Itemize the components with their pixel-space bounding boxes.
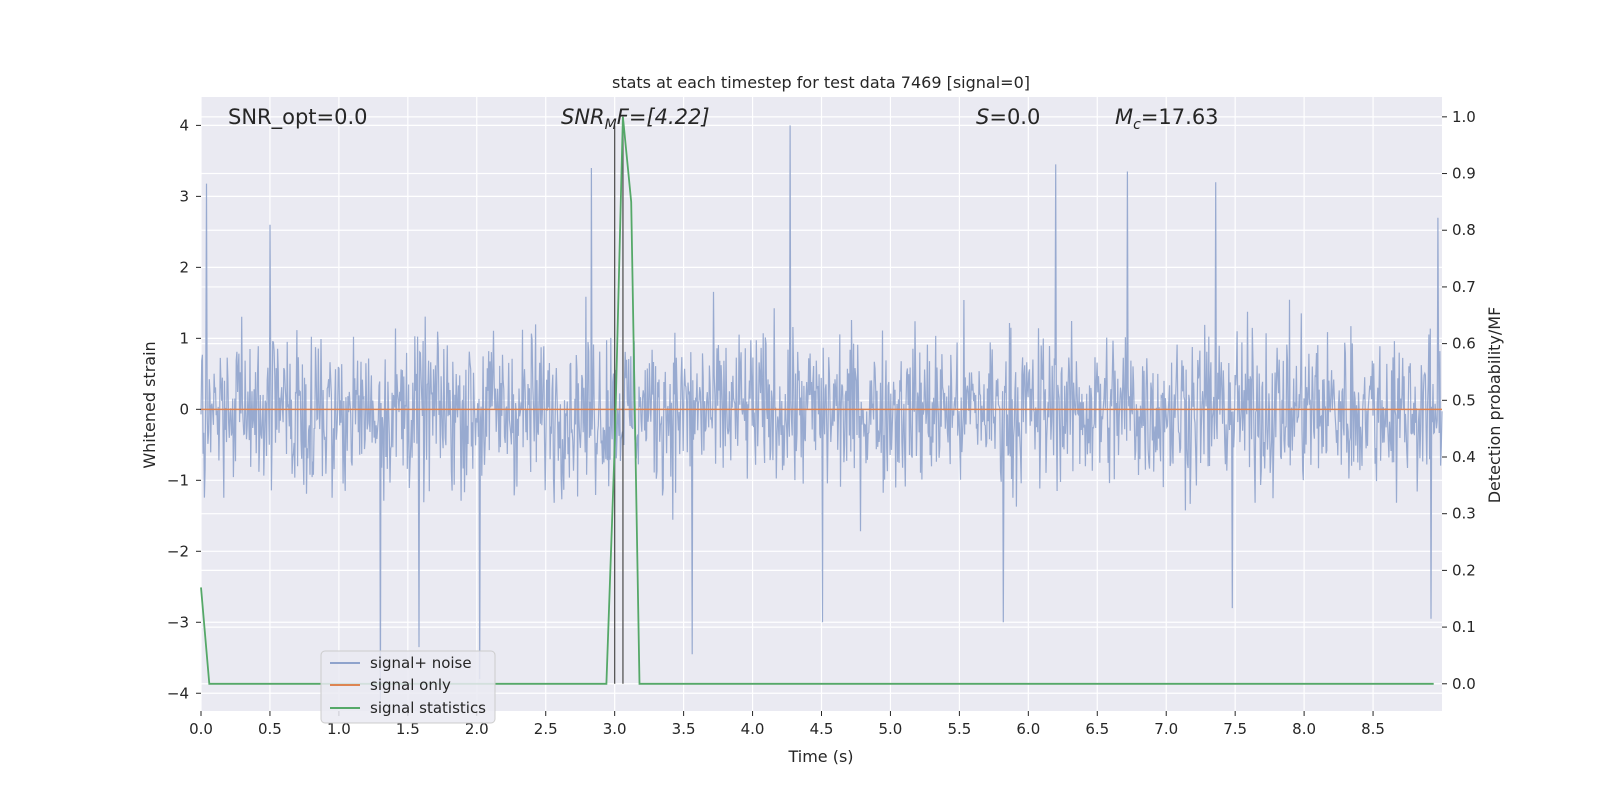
x-tick-label: 2.5 [534,720,558,738]
x-tick-label: 3.5 [672,720,696,738]
chart-title: stats at each timestep for test data 746… [612,73,1030,92]
y-left-tick-label: 2 [179,258,189,276]
y-right-tick-label: 0.3 [1452,505,1476,523]
x-axis-ticks: 0.0 0.5 1.0 1.5 2.0 2.5 3.0 3.5 4.0 4.5 5.0 5.5 6.0 6… [189,711,1385,738]
x-tick-label: 1.0 [327,720,351,738]
y-right-tick-label: 0.8 [1452,221,1476,239]
x-tick-label: 7.5 [1223,720,1247,738]
x-tick-label: 5.5 [947,720,971,738]
series-signal-statistics [200,116,1434,685]
series-signal-plus-noise [200,125,1443,701]
legend-label-signal-only: signal only [370,676,451,694]
annotation-s: S=0.0 [976,105,1040,129]
y-right-tick-label: 0.5 [1452,391,1476,409]
y-right-tick-label: 0.7 [1452,278,1476,296]
x-tick-label: 7.0 [1154,720,1178,738]
x-tick-label: 8.5 [1361,720,1385,738]
y-left-tick-label: 1 [179,329,189,347]
x-tick-label: 8.0 [1292,720,1316,738]
y-right-tick-label: 0.1 [1452,618,1476,636]
y-right-tick-label: 1.0 [1452,108,1476,126]
y-right-tick-label: 0.6 [1452,335,1476,353]
legend: signal+ noise signal only signal statist… [320,650,496,724]
x-tick-label: 6.0 [1016,720,1040,738]
x-tick-label: 4.0 [741,720,765,738]
y-left-tick-label: −4 [167,684,189,702]
annotation-snr-mf: SNRMF=[4.22] [561,105,710,133]
y-axis-left-label: Whitened strain [140,341,159,468]
y-left-tick-label: 0 [179,400,189,418]
legend-label-signal-statistics: signal statistics [370,699,486,717]
y-right-tick-label: 0.2 [1452,561,1476,579]
annotation-mc: Mc=17.63 [1115,105,1219,133]
y-right-tick-label: 0.0 [1452,675,1476,693]
y-left-tick-label: −2 [167,542,189,560]
x-axis-label: Time (s) [787,747,853,766]
x-tick-label: 6.5 [1085,720,1109,738]
x-tick-label: 3.0 [603,720,627,738]
y-left-tick-label: −1 [167,471,189,489]
x-tick-label: 2.0 [465,720,489,738]
series-signal-plus-noise-path [200,125,1443,701]
annotation-snr-opt: SNR_opt=0.0 [228,105,368,130]
y-axis-right-ticks: 1.0 0.9 0.8 0.7 0.6 0.5 0.4 0.3 0.2 0.1 0.0 [1442,108,1476,693]
y-axis-left-ticks: 4 3 2 1 0 −1 −2 −3 −4 [167,116,201,702]
legend-box [320,650,496,724]
x-tick-label: 4.5 [810,720,834,738]
y-right-tick-label: 0.9 [1452,165,1476,183]
y-left-tick-label: 3 [179,187,189,205]
x-tick-label: 0.5 [258,720,282,738]
x-tick-label: 5.0 [879,720,903,738]
x-tick-label: 0.0 [189,720,213,738]
y-axis-right-label: Detection probability/MF [1485,307,1504,504]
y-left-tick-label: −3 [167,613,189,631]
y-left-tick-label: 4 [179,116,189,134]
legend-label-signal-plus-noise: signal+ noise [370,654,472,672]
x-tick-label: 1.5 [396,720,420,738]
y-right-tick-label: 0.4 [1452,448,1476,466]
detection-vlines [614,125,624,684]
